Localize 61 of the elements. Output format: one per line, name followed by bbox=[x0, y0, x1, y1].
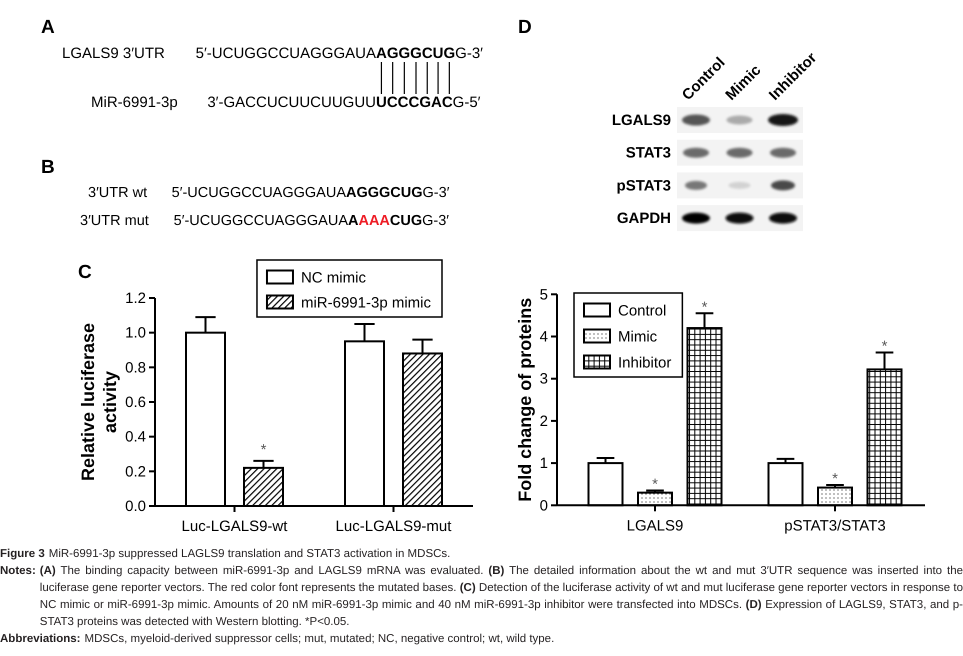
y-tick-label: 0.6 bbox=[125, 394, 146, 411]
y-tick-label: 5 bbox=[540, 286, 548, 304]
y-tick-label: 3 bbox=[540, 370, 548, 388]
text: AAA bbox=[358, 213, 390, 229]
y-tick-label: 0.4 bbox=[125, 428, 146, 446]
text: UCCCGAC bbox=[376, 94, 453, 111]
y-tick-label: 1.2 bbox=[125, 290, 146, 307]
y-tick-label: 0.0 bbox=[125, 498, 146, 515]
text: MiR-6991-3p suppressed LAGLS9 translation and STAT3 activation in MDSCs. bbox=[48, 547, 450, 562]
annotation: * bbox=[702, 298, 708, 316]
category-label: LGALS9 bbox=[612, 112, 671, 129]
y-tick-label: 0 bbox=[540, 497, 548, 514]
annotation: * bbox=[832, 470, 838, 488]
text: AGGGCUG bbox=[376, 45, 456, 62]
text: 3′UTR mut bbox=[80, 213, 149, 229]
x-tick-label: Luc-LGALS9-wt bbox=[182, 518, 288, 535]
legend-label: Inhibitor bbox=[618, 354, 672, 372]
annotation: * bbox=[882, 338, 888, 356]
y-tick-label: 0.8 bbox=[125, 359, 146, 376]
text: MiR-6991-3p bbox=[91, 94, 178, 111]
text: 5′-UCUGGCCUAGGGAUA bbox=[172, 185, 346, 201]
text: MDSCs, myeloid-derived suppressor cells; mut, mutated; NC, negative control; wt, wild type. bbox=[84, 632, 554, 647]
text: 5′-UCUGGCCUAGGGAUA bbox=[196, 45, 376, 62]
category-label: STAT3 bbox=[626, 144, 671, 162]
x-tick-label: Luc-LGALS9-mut bbox=[336, 518, 452, 535]
annotation: * bbox=[260, 442, 267, 459]
category-label: GAPDH bbox=[616, 210, 671, 228]
text: Notes: bbox=[0, 564, 36, 579]
text: 5′-UCUGGCCUAGGGAUA bbox=[174, 213, 348, 229]
text: G-5′ bbox=[452, 94, 481, 111]
text: A bbox=[41, 17, 55, 38]
text: (A) The binding capacity between miR-6991-3p and LAGLS9 mRNA was evaluated. (B) The detailed information about the wt and mut 3′UTR sequence was inserted into the luciferase gene reporter vectors. The red color font represents the mutated bases. (C) Detection of the luciferase activity of wt and mut luciferase gene reporter vectors in response to NC mimic or miR-6991-3p mimic. Amounts of 20 nM miR-6991-3p mimic and 40 nM miR-6991-3p inhibitor were transfected into MDSCs. (D) Expression of LAGLS9, STAT3, and p-STAT3 proteins was detected with Western blotting. *P<0.05. bbox=[40, 565, 963, 628]
y-tick-label: 1 bbox=[540, 455, 548, 472]
x-tick-label: pSTAT3/STAT3 bbox=[784, 517, 886, 534]
legend-label: miR-6991-3p mimic bbox=[300, 294, 432, 312]
text: D bbox=[518, 17, 532, 38]
text: 3′-GACCUCUUCUUGUU bbox=[207, 94, 376, 111]
legend-label: Mimic bbox=[618, 328, 658, 346]
legend-label: Control bbox=[618, 302, 666, 320]
text: AGGGCUG bbox=[346, 185, 423, 201]
text: LGALS9 3′UTR bbox=[62, 45, 166, 62]
y-axis-title: Fold change of proteins bbox=[515, 298, 535, 502]
text: 3′UTR wt bbox=[88, 185, 148, 201]
text: G-3′ bbox=[422, 185, 450, 201]
text: G-3′ bbox=[422, 213, 450, 229]
text: Abbreviations: bbox=[0, 632, 81, 647]
text: A bbox=[348, 213, 359, 229]
text: G-3′ bbox=[455, 45, 484, 62]
text: B bbox=[41, 157, 55, 178]
y-tick-label: 1.0 bbox=[125, 324, 146, 342]
legend-label: NC mimic bbox=[300, 270, 366, 286]
y-tick-label: 2 bbox=[540, 412, 548, 430]
y-tick-label: 0.2 bbox=[125, 463, 146, 480]
caption: Figure 3 bbox=[0, 547, 45, 562]
annotation: * bbox=[652, 476, 658, 494]
category-label: pSTAT3 bbox=[616, 177, 671, 194]
y-tick-label: 4 bbox=[540, 328, 548, 346]
chart-title: C bbox=[78, 262, 92, 283]
y-axis-title: Relative luciferase activity bbox=[78, 322, 120, 482]
text: CUG bbox=[390, 213, 422, 229]
x-tick-label: LGALS9 bbox=[626, 517, 684, 534]
